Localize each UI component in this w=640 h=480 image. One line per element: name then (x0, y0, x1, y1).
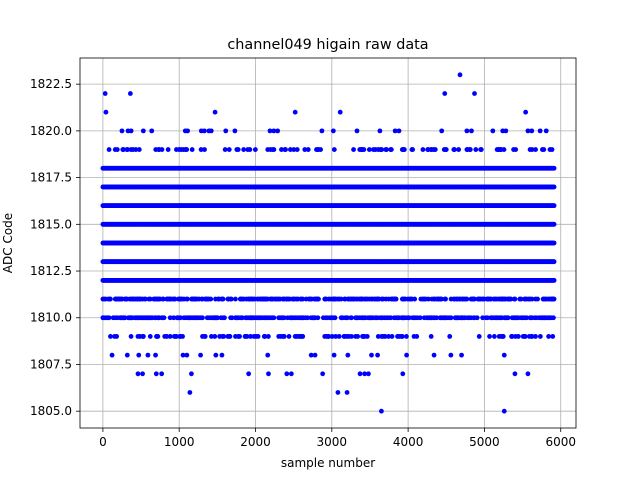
data-point (551, 165, 557, 171)
data-points (100, 72, 557, 414)
data-point (505, 315, 511, 321)
data-point (161, 315, 167, 321)
data-point (200, 315, 205, 321)
data-point (474, 315, 480, 321)
data-point (417, 315, 423, 321)
data-point (315, 315, 321, 321)
data-point (551, 203, 557, 209)
data-point (222, 315, 227, 321)
data-point (349, 315, 354, 321)
data-point (551, 315, 556, 321)
data-point (332, 315, 338, 321)
data-point (551, 277, 557, 283)
data-point (184, 296, 190, 302)
data-point (106, 315, 112, 321)
data-point (551, 184, 557, 190)
data-point (551, 240, 557, 246)
data-point (108, 296, 113, 302)
data-point (551, 259, 557, 265)
data-point (271, 315, 277, 321)
data-point (448, 315, 454, 321)
data-point (551, 221, 557, 227)
